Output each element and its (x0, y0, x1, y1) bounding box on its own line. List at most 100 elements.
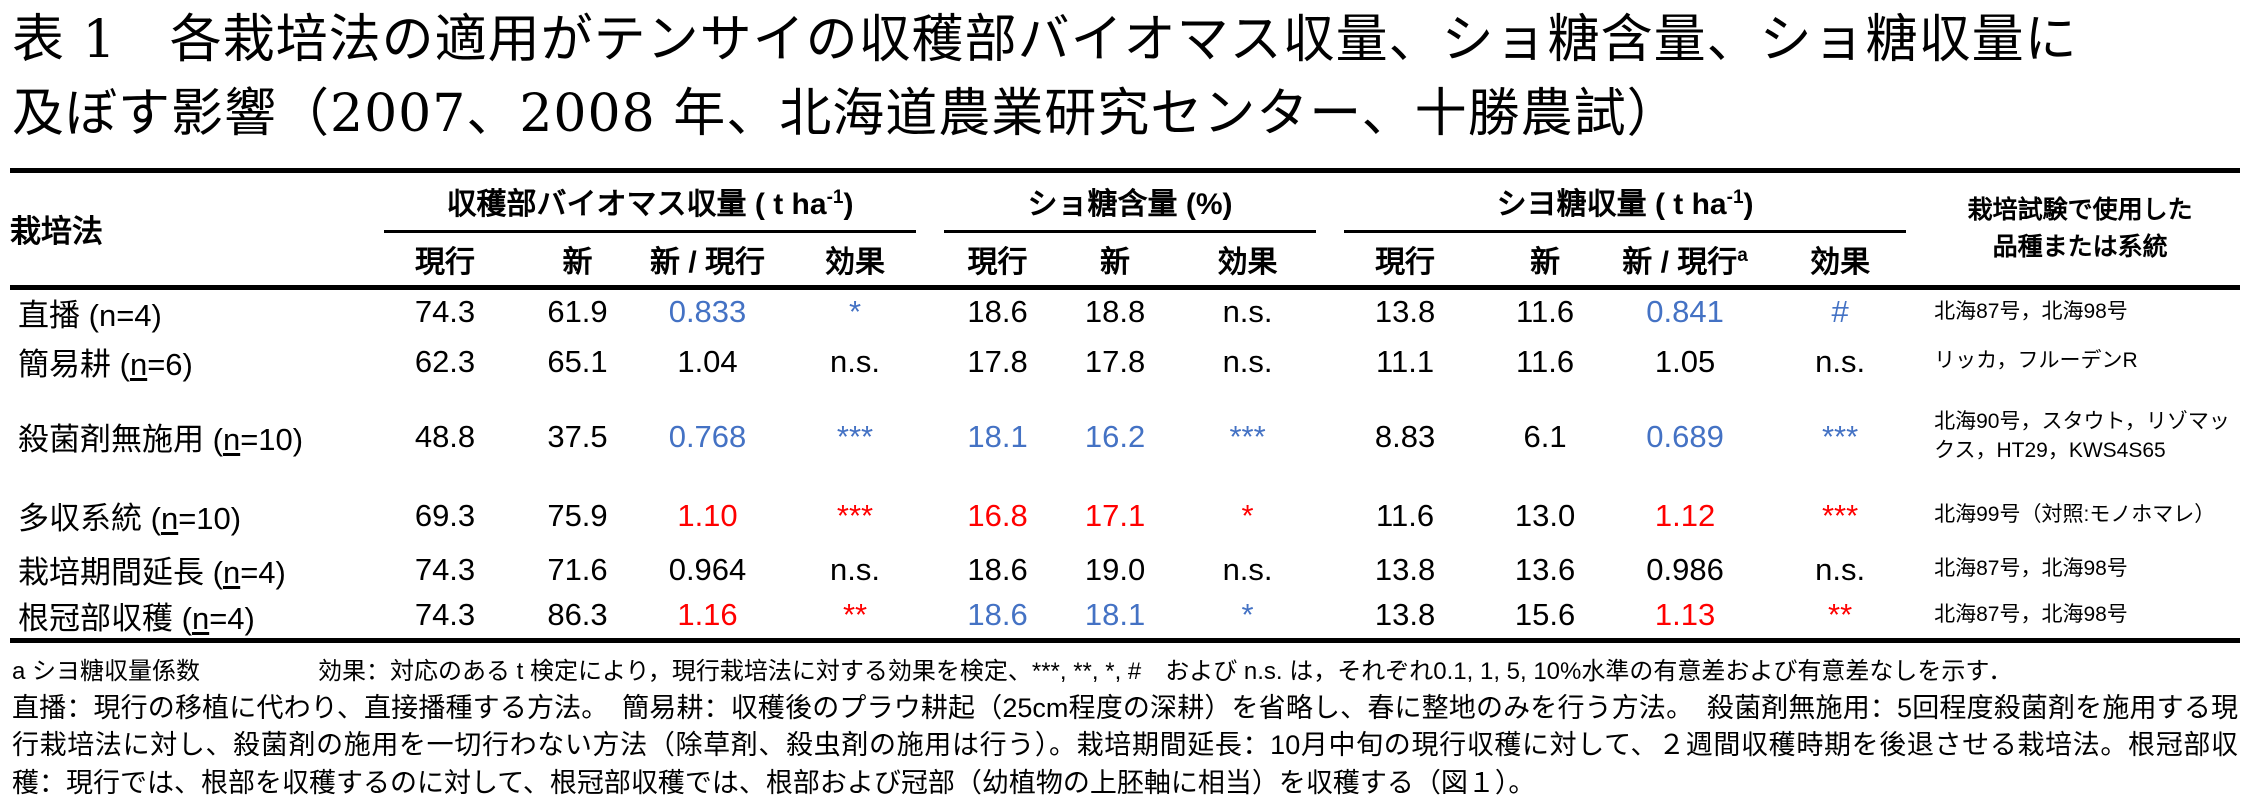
method-cell: 直播 (n=4) (18, 297, 162, 333)
sub-header-biomass-new: 新 (520, 232, 635, 290)
value-cell: 18.1 (967, 418, 1028, 454)
value-cell: * (848, 294, 862, 330)
value-cell: 18.8 (1084, 294, 1146, 330)
value-cell: 16.2 (1084, 418, 1146, 454)
value-cell: 1.05 (1654, 343, 1716, 379)
table-row: 直播 (n=4) 74.3 61.9 0.833 * 18.6 18.8 n.s. 13.8 11… (10, 287, 2240, 335)
table-row: 多収系統 (n=10) 69.3 75.9 1.10 *** 16.8 17.1 * 11.6 1… (10, 485, 2240, 547)
cultivar-cell: 北海90号，スタウト，リゾマックス，HT29，KWS4S65 (1934, 410, 2230, 462)
value-cell: 17.8 (967, 343, 1028, 379)
group-header-sucrose-yield: シヨ糖収量 ( t ha-1) (1330, 170, 1920, 233)
value-cell: 74.3 (414, 551, 476, 587)
method-cell: 栽培期間延長 (n=4) (18, 555, 286, 591)
value-cell: 11.6 (1516, 343, 1575, 379)
value-cell: n.s. (1222, 343, 1273, 379)
value-cell: 69.3 (414, 497, 476, 533)
caption-line-2: 及ぼす影響（2007、2008 年、北海道農業研究センター、十勝農試） (12, 83, 1680, 144)
sub-header-content-current: 現行 (930, 232, 1066, 290)
table-row: 栽培期間延長 (n=4) 74.3 71.6 0.964 n.s. 18.6 19.0 n.s… (10, 547, 2240, 593)
table-caption: 表 1 各栽培法の適用がテンサイの収穫部バイオマス収量、ショ糖含量、ショ糖収量に… (12, 4, 2250, 152)
column-header-method: 栽培法 (10, 170, 370, 290)
value-cell: 11.6 (1376, 497, 1435, 533)
value-cell: 62.3 (414, 343, 476, 379)
value-cell: n.s. (1815, 551, 1866, 587)
cultivar-cell: 北海87号，北海98号 (1934, 557, 2128, 581)
value-cell: 8.83 (1374, 418, 1436, 454)
table-row: 殺菌剤無施用 (n=10) 48.8 37.5 0.768 *** 18.1 16.2 ***… (10, 389, 2240, 485)
value-cell: * (1241, 497, 1254, 533)
value-cell: ** (842, 597, 868, 633)
caption-line-1: 表 1 各栽培法の適用がテンサイの収穫部バイオマス収量、ショ糖含量、ショ糖収量に (12, 10, 2078, 70)
value-cell: 0.833 (668, 294, 747, 330)
value-cell: 0.768 (668, 418, 747, 454)
value-cell: 18.6 (967, 597, 1028, 633)
method-cell: 簡易耕 (n=6) (18, 347, 193, 383)
value-cell: 1.16 (677, 597, 738, 633)
cultivar-cell: リッカ，フルーデンR (1934, 349, 2138, 373)
value-cell: 16.8 (967, 497, 1028, 533)
value-cell: 61.9 (547, 294, 608, 330)
value-cell: 13.8 (1374, 294, 1436, 330)
value-cell: n.s. (830, 343, 880, 379)
results-table: 栽培法 収穫部バイオマス収量 ( t ha-1) ショ糖含量 (%) シヨ糖収量… (10, 167, 2241, 643)
table-row: 根冠部収穫 (n=4) 74.3 86.3 1.16 ** 18.6 18.1 * 13.8 15… (10, 593, 2240, 641)
sub-header-biomass-ratio: 新 / 現行 (635, 232, 780, 290)
value-cell: 18.1 (1084, 597, 1146, 633)
sub-header-yield-effect: 効果 (1760, 232, 1921, 290)
footnote-coefficient: a シヨ糖収量係数 (12, 657, 201, 685)
value-cell: n.s. (830, 551, 880, 587)
value-cell: # (1831, 294, 1849, 330)
value-cell: 74.3 (414, 597, 476, 633)
sub-header-biomass-effect: 効果 (780, 232, 931, 290)
cultivar-cell: 北海99号（対照:モノホマレ） (1934, 503, 2216, 527)
column-header-cultivar: 栽培試験で使用した 品種または系統 (1920, 170, 2241, 290)
value-cell: 86.3 (547, 597, 608, 633)
footnote-line-significance: a シヨ糖収量係数 効果：対応のある t 検定により，現行栽培法に対する効果を検定… (12, 651, 2238, 686)
cultivar-cell: 北海87号，北海98号 (1934, 299, 2128, 323)
footnote-effect-definition: 効果：対応のある t 検定により，現行栽培法に対する効果を検定、***, **,… (318, 657, 2013, 685)
sub-header-biomass-current: 現行 (370, 232, 520, 290)
footnotes: a シヨ糖収量係数 効果：対応のある t 検定により，現行栽培法に対する効果を検定… (12, 651, 2238, 803)
sub-header-yield-new: 新 (1480, 232, 1611, 290)
value-cell: * (1241, 597, 1254, 633)
value-cell: *** (836, 497, 874, 533)
value-cell: 75.9 (547, 497, 608, 533)
value-cell: 19.0 (1084, 551, 1146, 587)
value-cell: n.s. (1222, 551, 1273, 587)
method-cell: 多収系統 (n=10) (18, 501, 242, 537)
footnote-method-definitions: 直播：現行の移植に代わり、直接播種する方法。 簡易耕：収穫後のプラウ耕起（25c… (12, 692, 2238, 799)
value-cell: 11.6 (1516, 294, 1575, 330)
table-body: 直播 (n=4) 74.3 61.9 0.833 * 18.6 18.8 n.s. 13.8 11… (10, 287, 2240, 640)
sub-header-yield-current: 現行 (1330, 232, 1481, 290)
sub-header-content-new: 新 (1065, 232, 1166, 290)
value-cell: 74.3 (414, 294, 476, 330)
value-cell: 0.689 (1646, 418, 1724, 454)
group-header-biomass-yield: 収穫部バイオマス収量 ( t ha-1) (370, 170, 930, 233)
value-cell: *** (1821, 497, 1859, 533)
group-header-sucrose-content: ショ糖含量 (%) (930, 170, 1330, 233)
value-cell: 13.6 (1514, 551, 1576, 587)
value-cell: 71.6 (547, 551, 608, 587)
value-cell: 15.6 (1514, 597, 1576, 633)
value-cell: *** (1821, 418, 1859, 454)
table-row: 簡易耕 (n=6) 62.3 65.1 1.04 n.s. 17.8 17.8 n.s. 11.… (10, 335, 2240, 389)
value-cell: 1.12 (1654, 497, 1716, 533)
value-cell: 13.8 (1374, 551, 1436, 587)
value-cell: 65.1 (547, 343, 608, 379)
value-cell: 13.0 (1514, 497, 1576, 533)
value-cell: 37.5 (547, 418, 608, 454)
value-cell: 0.986 (1646, 551, 1724, 587)
value-cell: 11.1 (1376, 343, 1435, 379)
value-cell: *** (836, 418, 874, 454)
value-cell: 1.04 (677, 343, 738, 379)
value-cell: n.s. (1222, 294, 1273, 330)
cultivar-cell: 北海87号，北海98号 (1934, 602, 2128, 626)
value-cell: ** (1828, 597, 1853, 633)
value-cell: 1.13 (1654, 597, 1716, 633)
value-cell: 0.841 (1646, 294, 1724, 330)
table-figure: 表 1 各栽培法の適用がテンサイの収穫部バイオマス収量、ショ糖含量、ショ糖収量に… (0, 4, 2250, 803)
value-cell: 17.8 (1084, 343, 1146, 379)
value-cell: 0.964 (668, 551, 747, 587)
sub-header-content-effect: 効果 (1165, 232, 1331, 290)
sub-header-yield-ratio: 新 / 現行a (1610, 232, 1761, 290)
